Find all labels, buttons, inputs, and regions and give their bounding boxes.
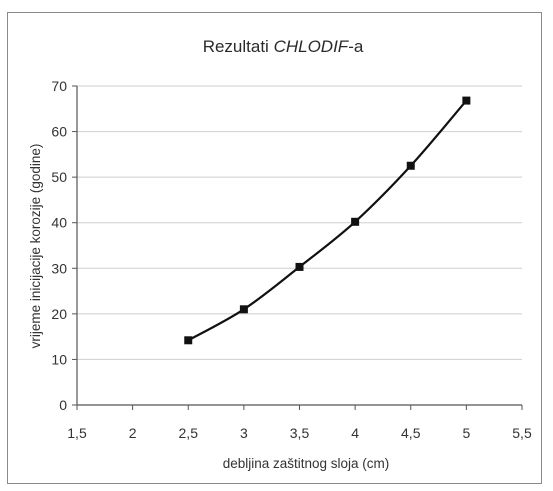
y-tick-label: 70: [51, 78, 67, 94]
data-point-marker: [406, 161, 415, 170]
axes: [72, 85, 523, 410]
data-point-marker: [295, 262, 304, 271]
data-point-marker: [239, 305, 248, 314]
y-tick-label: 30: [51, 260, 67, 276]
x-tick-label: 5,5: [512, 425, 532, 441]
y-tick-label: 40: [51, 215, 67, 231]
series-line: [187, 99, 468, 342]
y-tick-label: 10: [51, 351, 67, 367]
data-point-marker: [351, 217, 360, 226]
x-tick-label: 2,5: [179, 425, 199, 441]
data-point-marker: [462, 96, 471, 105]
x-tick-label: 4: [351, 425, 359, 441]
x-tick-label: 3: [240, 425, 248, 441]
chart-frame: [7, 12, 542, 484]
x-tick-labels: 1,5 2 2,5 3 3,5 4 4,5 5 5,5: [67, 425, 532, 441]
y-tick-label: 60: [51, 124, 67, 140]
chart-title: Rezultati CHLODIF-a: [203, 37, 364, 56]
grid-lines: [77, 85, 522, 360]
x-tick-label: 5: [462, 425, 470, 441]
data-point-marker: [184, 336, 193, 345]
x-tick-label: 2: [129, 425, 137, 441]
x-tick-label: 3,5: [290, 425, 310, 441]
y-tick-label: 20: [51, 306, 67, 322]
x-tick-label: 1,5: [67, 425, 87, 441]
data-series: [184, 96, 471, 345]
x-tick-label: 4,5: [401, 425, 421, 441]
x-axis-label: debljina zaštitnog sloja (cm): [223, 456, 390, 471]
y-tick-label: 0: [59, 397, 67, 413]
y-tick-label: 50: [51, 169, 67, 185]
y-axis-label: vrijeme inicijacije korozije (godine): [28, 144, 43, 349]
y-tick-labels: 0 10 20 30 40 50 60 70: [51, 78, 67, 413]
